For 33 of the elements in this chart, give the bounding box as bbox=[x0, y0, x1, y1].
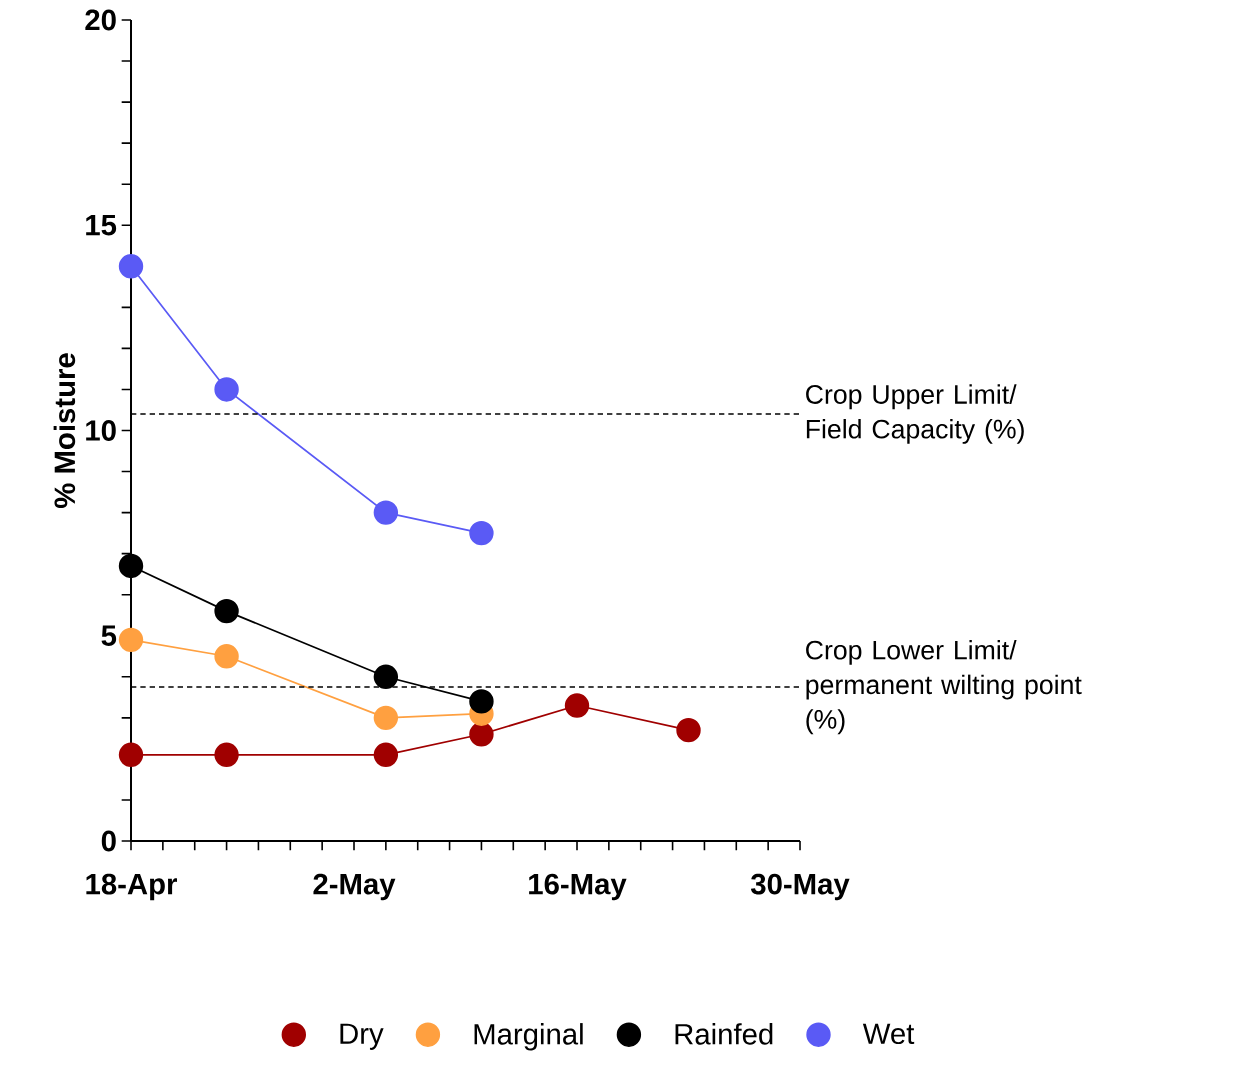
point bbox=[373, 742, 399, 767]
point bbox=[214, 644, 239, 669]
legend-label: Rainfed bbox=[675, 1023, 773, 1045]
point bbox=[373, 664, 399, 689]
point bbox=[118, 553, 144, 579]
point bbox=[118, 254, 144, 279]
point bbox=[214, 377, 239, 402]
y-tick-label: 0 bbox=[101, 830, 116, 852]
point bbox=[373, 705, 399, 731]
legend-label: Wet bbox=[862, 1023, 915, 1045]
ref-line-label: Crop Upper Limit/ Field Capacity (%) bbox=[806, 384, 1024, 444]
point bbox=[564, 693, 590, 718]
x-tick-label: 18-Apr bbox=[86, 873, 178, 901]
point bbox=[469, 689, 494, 714]
point bbox=[469, 520, 494, 546]
legend-label: Marginal bbox=[474, 1023, 583, 1051]
y-tick-label: 10 bbox=[86, 420, 116, 441]
y-tick-label: 20 bbox=[85, 9, 116, 31]
x-tick-label: 2-May bbox=[313, 873, 396, 901]
ref-line-label: Crop Lower Limit/ permanent wilting point (%) bbox=[806, 639, 1082, 735]
point bbox=[214, 742, 239, 767]
point bbox=[214, 598, 239, 624]
point bbox=[373, 500, 399, 525]
x-tick-label: 30-May bbox=[750, 873, 850, 901]
y-axis-title: % Moisture bbox=[53, 353, 76, 508]
legend-label: Dry bbox=[340, 1023, 384, 1050]
point bbox=[676, 717, 701, 743]
point bbox=[118, 627, 144, 653]
point bbox=[118, 742, 144, 767]
x-tick-label: 16-May bbox=[529, 873, 627, 901]
y-tick-label: 5 bbox=[101, 625, 117, 646]
y-tick-label: 15 bbox=[86, 215, 117, 236]
point bbox=[469, 722, 494, 747]
